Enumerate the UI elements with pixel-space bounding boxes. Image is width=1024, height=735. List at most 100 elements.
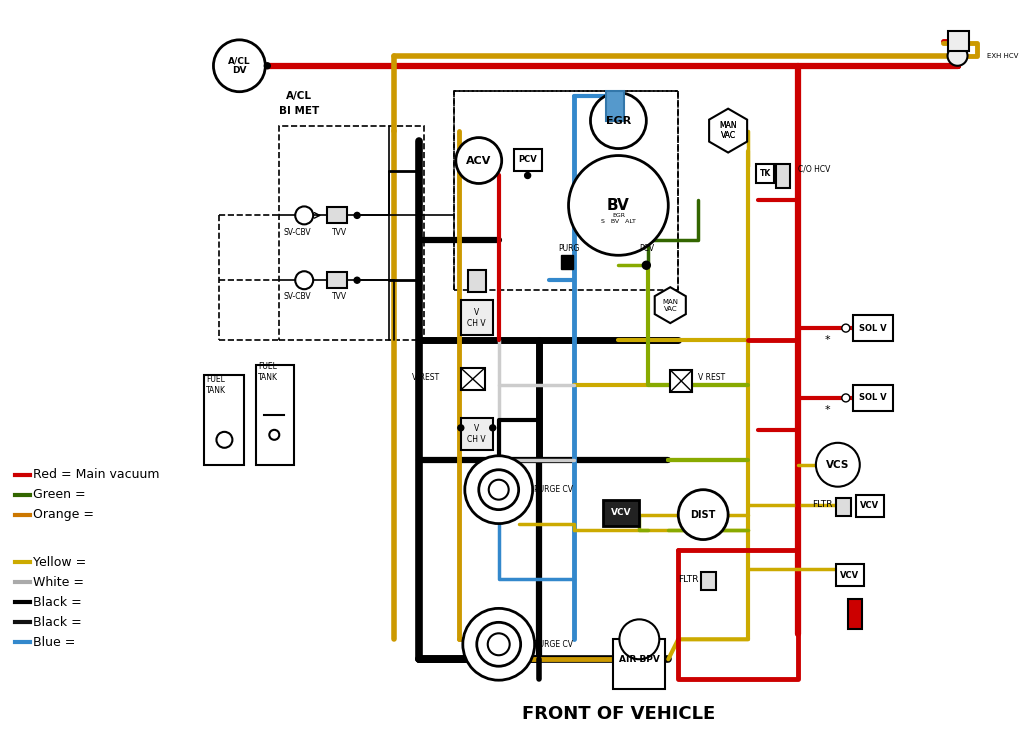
Circle shape (216, 432, 232, 448)
Circle shape (477, 623, 520, 666)
Text: AIR BPV: AIR BPV (618, 655, 659, 664)
Circle shape (264, 62, 270, 69)
Text: V
CH V: V CH V (468, 424, 486, 443)
Circle shape (642, 261, 650, 269)
Circle shape (458, 425, 464, 431)
Bar (836, 498, 851, 516)
Text: VCV: VCV (841, 571, 859, 580)
Text: Yellow =: Yellow = (33, 556, 86, 569)
Bar (756, 163, 774, 184)
Circle shape (568, 156, 669, 255)
Circle shape (620, 620, 659, 659)
Text: TVV: TVV (332, 292, 347, 301)
Text: Red = Main vacuum: Red = Main vacuum (33, 468, 160, 481)
Text: TK: TK (760, 169, 771, 178)
Circle shape (354, 212, 360, 218)
Bar (327, 207, 347, 223)
Text: V REST: V REST (698, 373, 725, 382)
Text: FLTR: FLTR (812, 500, 833, 509)
Circle shape (591, 93, 646, 148)
Bar (606, 90, 625, 121)
Bar (853, 385, 893, 411)
Bar (327, 272, 347, 288)
Bar (848, 600, 862, 629)
Text: SOL V: SOL V (859, 323, 887, 333)
Bar (701, 573, 716, 590)
Circle shape (842, 324, 850, 332)
Text: BV: BV (607, 198, 630, 213)
Circle shape (842, 394, 850, 402)
Polygon shape (654, 287, 686, 323)
Text: SOL V: SOL V (859, 393, 887, 403)
Bar (256, 365, 294, 465)
Text: FLTR: FLTR (678, 575, 698, 584)
Bar (776, 163, 790, 188)
Bar (603, 500, 639, 526)
Text: ACV: ACV (466, 156, 492, 165)
Text: PURGE CV: PURGE CV (534, 485, 572, 494)
Circle shape (456, 137, 502, 184)
Text: TVV: TVV (332, 228, 347, 237)
Circle shape (463, 609, 535, 680)
Text: FUEL
TANK: FUEL TANK (258, 362, 279, 381)
Circle shape (524, 173, 530, 179)
Bar (468, 270, 485, 293)
Text: Orange =: Orange = (33, 508, 94, 521)
Bar (836, 564, 864, 587)
Text: MAN
VAC: MAN VAC (719, 121, 737, 140)
Text: VCS: VCS (826, 460, 850, 470)
Text: VCV: VCV (611, 508, 632, 517)
Text: A/CL: A/CL (287, 90, 312, 101)
Circle shape (479, 470, 519, 509)
Circle shape (487, 634, 510, 656)
Bar (853, 315, 893, 341)
Bar (671, 370, 692, 392)
Text: Green =: Green = (33, 488, 86, 501)
Bar (280, 126, 424, 340)
Bar (454, 90, 678, 290)
Text: White =: White = (33, 576, 84, 589)
Text: *: * (825, 335, 830, 345)
Text: FRONT OF VEHICLE: FRONT OF VEHICLE (522, 705, 715, 723)
Circle shape (354, 277, 360, 283)
Bar (856, 495, 884, 517)
Text: SV-CBV: SV-CBV (284, 292, 311, 301)
Text: Black =: Black = (33, 596, 82, 609)
Circle shape (816, 442, 860, 487)
Text: BI MET: BI MET (280, 106, 319, 115)
Text: V
CH V: V CH V (468, 309, 486, 328)
Circle shape (269, 430, 280, 440)
Text: FUEL
TANK: FUEL TANK (207, 376, 226, 395)
Circle shape (488, 480, 509, 500)
Bar (947, 31, 970, 51)
Text: EXH HCV: EXH HCV (987, 53, 1019, 59)
Text: VCV: VCV (611, 508, 632, 517)
Text: PCV: PCV (518, 155, 537, 164)
Circle shape (295, 271, 313, 289)
Bar (613, 639, 666, 689)
Text: VCV: VCV (860, 501, 880, 510)
Polygon shape (709, 109, 748, 153)
Circle shape (465, 456, 532, 523)
Text: PURGE CV: PURGE CV (534, 639, 572, 649)
Text: SV-CBV: SV-CBV (284, 228, 311, 237)
Text: C/O HCV: C/O HCV (798, 164, 830, 173)
Circle shape (678, 490, 728, 539)
Text: EGR: EGR (606, 115, 631, 126)
Circle shape (489, 425, 496, 431)
Circle shape (947, 46, 968, 65)
Text: PCV: PCV (639, 244, 654, 253)
Text: MAN
VAC: MAN VAC (663, 298, 678, 312)
Bar (461, 300, 493, 335)
Text: PURG: PURG (558, 244, 580, 253)
Bar (514, 148, 542, 171)
Text: *: * (825, 405, 830, 415)
Bar (560, 255, 572, 269)
Bar (461, 418, 493, 450)
Text: V REST: V REST (412, 373, 439, 382)
Text: A/CL
DV: A/CL DV (228, 56, 251, 76)
Circle shape (295, 207, 313, 224)
Text: Black =: Black = (33, 616, 82, 629)
Bar (461, 368, 484, 390)
Text: DIST: DIST (690, 509, 716, 520)
